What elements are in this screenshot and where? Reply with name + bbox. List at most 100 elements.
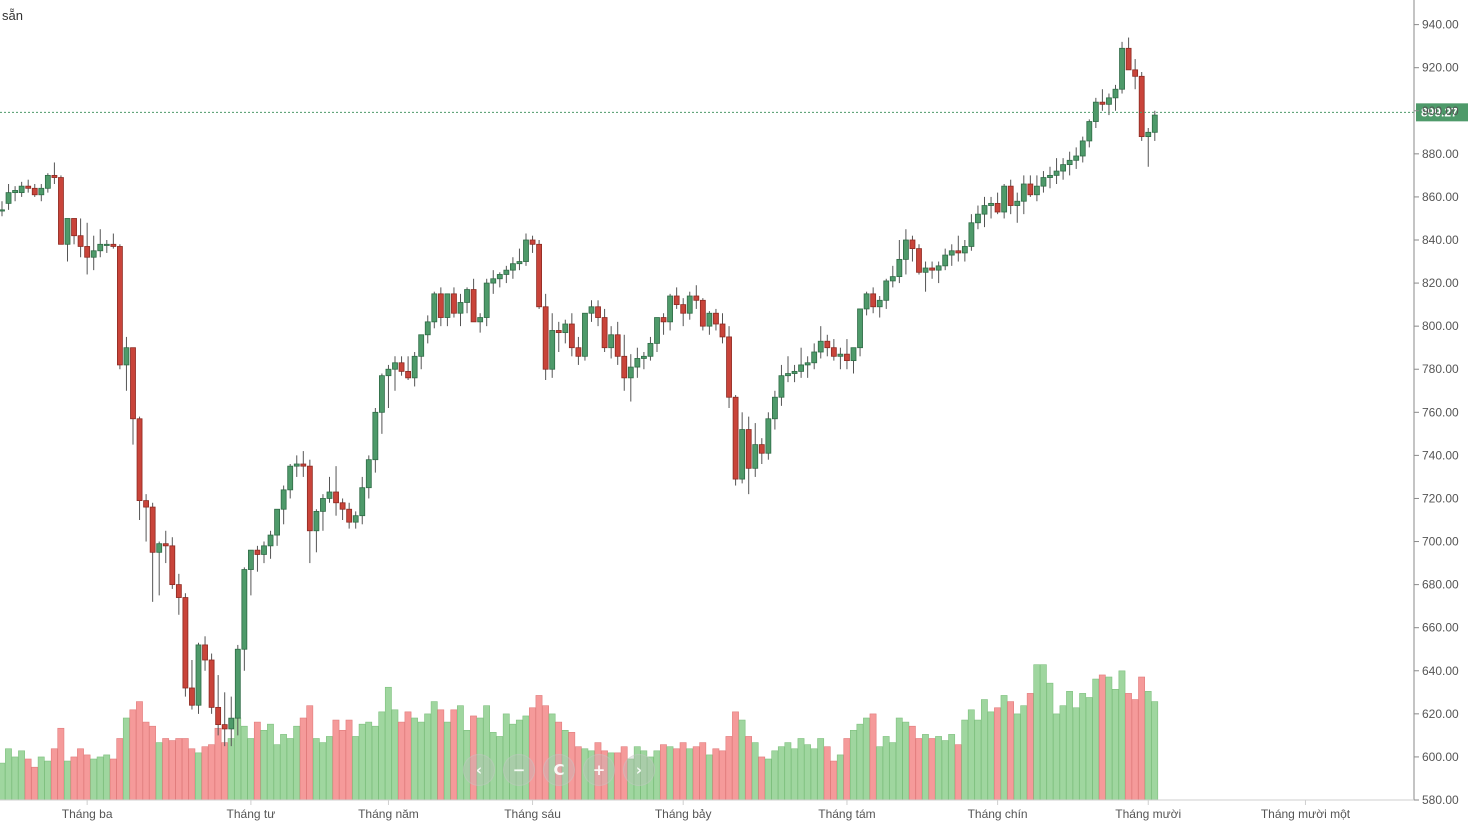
x-tick-label: Tháng mười một	[1261, 807, 1351, 821]
scroll-left-button[interactable]: ‹	[463, 754, 495, 786]
candle-body	[994, 202, 1001, 213]
candle-body	[660, 317, 667, 323]
candle-body	[424, 321, 431, 336]
volume-bar	[214, 727, 222, 801]
y-tick-label: 740.00	[1422, 448, 1459, 462]
volume-bar	[306, 705, 314, 801]
candle-body	[208, 659, 215, 708]
x-tick-label: Tháng năm	[358, 807, 419, 821]
candle-body	[542, 306, 549, 370]
volume-bar	[391, 709, 399, 801]
candle-body	[182, 597, 189, 689]
volume-bar	[666, 746, 674, 801]
volume-bar	[11, 756, 19, 801]
zoom-in-button[interactable]: +	[583, 754, 615, 786]
candle-body	[306, 465, 313, 532]
volume-bar	[804, 744, 811, 801]
time-axis: Tháng ba Tháng tư Tháng năm Tháng sáu Tháng …	[0, 799, 1414, 821]
candle-body	[189, 687, 195, 706]
volume-bar	[941, 740, 949, 801]
candle-body	[496, 274, 503, 280]
candle-body	[909, 239, 916, 250]
corner-label: sẵn	[2, 8, 23, 23]
y-tick-label: 920.00	[1422, 61, 1459, 75]
y-tick-label: 640.00	[1422, 664, 1459, 678]
y-tick-label: 880.00	[1422, 147, 1459, 161]
candle-body	[431, 293, 438, 323]
y-tick-label: 820.00	[1422, 276, 1459, 290]
minus-icon: −	[512, 761, 526, 779]
volume-bar	[954, 744, 962, 801]
x-tick-label: Tháng tám	[818, 807, 875, 821]
candlesticks	[0, 37, 1158, 747]
y-tick-label: 680.00	[1422, 578, 1459, 592]
candle-body	[392, 362, 398, 370]
candle-body	[1125, 47, 1132, 71]
candle-body	[1014, 200, 1021, 206]
candle-body	[123, 347, 130, 366]
chart-navigation: ‹ − C + ›	[463, 754, 655, 788]
candle-body	[582, 312, 588, 357]
x-tick-label: Tháng tư	[227, 807, 276, 821]
volume-bar	[437, 709, 445, 801]
volume-bar	[122, 717, 130, 801]
volume-bar	[253, 721, 261, 801]
volume-bar	[70, 756, 78, 801]
candle-body	[896, 258, 903, 278]
volume-bar	[961, 719, 969, 801]
candle-body	[837, 353, 844, 357]
volume-bar	[718, 750, 726, 801]
y-tick-label: 940.00	[1422, 18, 1459, 32]
volume-bar	[1125, 693, 1132, 801]
candle-body	[398, 362, 405, 372]
scroll-right-button[interactable]: ›	[623, 754, 655, 786]
volume-bar	[267, 723, 274, 801]
volume-bar	[398, 721, 405, 801]
volume-bar	[1151, 701, 1159, 801]
candle-body	[601, 317, 608, 349]
candle-body	[365, 459, 372, 489]
volume-bar	[882, 736, 890, 801]
chevron-left-icon: ‹	[475, 761, 483, 779]
volume-bar	[771, 750, 779, 801]
candle-body	[1099, 101, 1106, 105]
chevron-right-icon: ›	[635, 761, 643, 779]
candle-body	[863, 293, 870, 310]
volume-bar	[50, 748, 58, 801]
volume-bar	[797, 738, 805, 801]
candle-body	[18, 185, 25, 194]
candle-body	[673, 295, 680, 306]
candle-body	[405, 370, 412, 379]
volume-bar	[31, 766, 39, 801]
candle-body	[267, 534, 274, 547]
volume-bar	[686, 748, 694, 801]
volume-bar	[129, 709, 137, 801]
candle-body	[64, 218, 71, 245]
volume-bar	[1066, 691, 1073, 801]
volume-bar	[843, 738, 851, 801]
candle-body	[1086, 121, 1093, 142]
candle-body	[765, 418, 772, 454]
volume-bar	[18, 750, 25, 801]
volume-bar	[1026, 693, 1034, 801]
volume-bar	[332, 719, 340, 801]
candle-body	[988, 202, 994, 206]
reset-zoom-button[interactable]: C	[543, 754, 575, 786]
volume-bar	[928, 738, 936, 801]
volume-bar	[44, 760, 52, 801]
zoom-out-button[interactable]: −	[503, 754, 535, 786]
candle-body	[935, 265, 942, 271]
candle-body	[313, 510, 320, 532]
candle-body	[614, 334, 621, 357]
volume-bar	[1079, 693, 1087, 801]
volume-bar	[1013, 713, 1021, 801]
candle-body	[916, 248, 922, 273]
volume-bar	[1059, 705, 1067, 801]
x-tick-label: Tháng bảy	[655, 807, 712, 821]
candle-body	[654, 317, 660, 344]
volume-bar	[136, 701, 143, 801]
candle-body	[1119, 47, 1125, 90]
candle-body	[90, 250, 97, 258]
